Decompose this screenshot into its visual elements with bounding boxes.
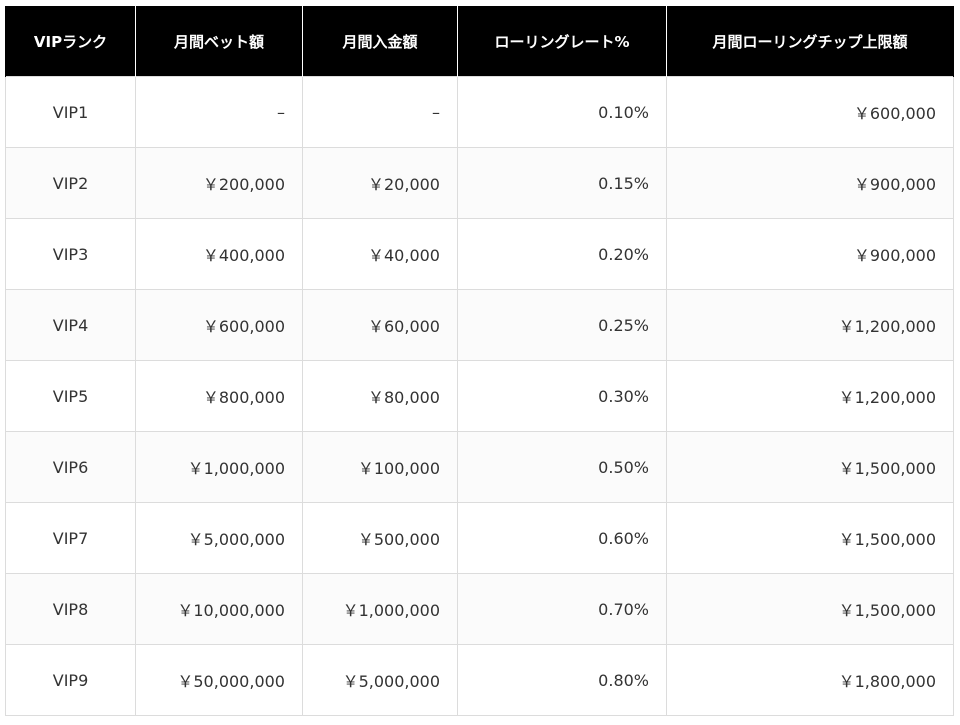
rolling-rate-cell: 0.70%	[457, 573, 667, 645]
vip-rank-cell: VIP6	[5, 431, 136, 503]
monthly-deposit-cell: ￥80,000	[302, 360, 458, 432]
table-row: VIP4 ￥600,000 ￥60,000 0.25% ￥1,200,000	[5, 289, 954, 361]
table-row: VIP2 ￥200,000 ￥20,000 0.15% ￥900,000	[5, 147, 954, 219]
vip-rank-cell: VIP8	[5, 573, 136, 645]
vip-rank-cell: VIP9	[5, 644, 136, 716]
monthly-bet-cell: ￥10,000,000	[135, 573, 303, 645]
monthly-bet-cell: ￥200,000	[135, 147, 303, 219]
monthly-bet-cell: ￥50,000,000	[135, 644, 303, 716]
rolling-chip-cap-cell: ￥1,500,000	[666, 431, 954, 503]
monthly-bet-cell: ￥5,000,000	[135, 502, 303, 574]
table-header: VIPランク 月間ベット額 月間入金額 ローリングレート% 月間ローリングチップ…	[5, 6, 954, 77]
rolling-chip-cap-cell: ￥900,000	[666, 147, 954, 219]
monthly-deposit-cell: ￥100,000	[302, 431, 458, 503]
table-row: VIP7 ￥5,000,000 ￥500,000 0.60% ￥1,500,00…	[5, 502, 954, 574]
table-row: VIP5 ￥800,000 ￥80,000 0.30% ￥1,200,000	[5, 360, 954, 432]
rolling-chip-cap-cell: ￥1,500,000	[666, 502, 954, 574]
rolling-rate-cell: 0.30%	[457, 360, 667, 432]
rolling-rate-cell: 0.60%	[457, 502, 667, 574]
vip-rank-cell: VIP2	[5, 147, 136, 219]
vip-rank-cell: VIP7	[5, 502, 136, 574]
vip-rank-cell: VIP5	[5, 360, 136, 432]
rolling-rate-cell: 0.15%	[457, 147, 667, 219]
rolling-chip-cap-cell: ￥600,000	[666, 76, 954, 148]
table-row: VIP6 ￥1,000,000 ￥100,000 0.50% ￥1,500,00…	[5, 431, 954, 503]
monthly-deposit-cell: –	[302, 76, 458, 148]
rolling-chip-cap-cell: ￥1,200,000	[666, 289, 954, 361]
header-rolling-chip-cap: 月間ローリングチップ上限額	[666, 6, 954, 77]
monthly-bet-cell: ￥600,000	[135, 289, 303, 361]
vip-rank-cell: VIP1	[5, 76, 136, 148]
rolling-rate-cell: 0.25%	[457, 289, 667, 361]
monthly-deposit-cell: ￥60,000	[302, 289, 458, 361]
monthly-deposit-cell: ￥500,000	[302, 502, 458, 574]
monthly-deposit-cell: ￥40,000	[302, 218, 458, 290]
rolling-rate-cell: 0.10%	[457, 76, 667, 148]
header-vip-rank: VIPランク	[5, 6, 136, 77]
vip-rank-table: VIPランク 月間ベット額 月間入金額 ローリングレート% 月間ローリングチップ…	[5, 6, 954, 716]
table-row: VIP8 ￥10,000,000 ￥1,000,000 0.70% ￥1,500…	[5, 573, 954, 645]
vip-rank-cell: VIP4	[5, 289, 136, 361]
monthly-deposit-cell: ￥5,000,000	[302, 644, 458, 716]
monthly-bet-cell: –	[135, 76, 303, 148]
header-row: VIPランク 月間ベット額 月間入金額 ローリングレート% 月間ローリングチップ…	[5, 6, 954, 77]
rolling-chip-cap-cell: ￥900,000	[666, 218, 954, 290]
rolling-chip-cap-cell: ￥1,200,000	[666, 360, 954, 432]
table-row: VIP1 – – 0.10% ￥600,000	[5, 76, 954, 148]
vip-rank-cell: VIP3	[5, 218, 136, 290]
rolling-chip-cap-cell: ￥1,500,000	[666, 573, 954, 645]
monthly-deposit-cell: ￥20,000	[302, 147, 458, 219]
header-monthly-deposit: 月間入金額	[302, 6, 458, 77]
rolling-rate-cell: 0.20%	[457, 218, 667, 290]
table-body: VIP1 – – 0.10% ￥600,000 VIP2 ￥200,000 ￥2…	[5, 76, 954, 716]
monthly-bet-cell: ￥800,000	[135, 360, 303, 432]
rolling-rate-cell: 0.50%	[457, 431, 667, 503]
monthly-bet-cell: ￥400,000	[135, 218, 303, 290]
rolling-rate-cell: 0.80%	[457, 644, 667, 716]
header-monthly-bet: 月間ベット額	[135, 6, 303, 77]
rolling-chip-cap-cell: ￥1,800,000	[666, 644, 954, 716]
table-row: VIP9 ￥50,000,000 ￥5,000,000 0.80% ￥1,800…	[5, 644, 954, 716]
table-row: VIP3 ￥400,000 ￥40,000 0.20% ￥900,000	[5, 218, 954, 290]
monthly-deposit-cell: ￥1,000,000	[302, 573, 458, 645]
header-rolling-rate: ローリングレート%	[457, 6, 667, 77]
monthly-bet-cell: ￥1,000,000	[135, 431, 303, 503]
